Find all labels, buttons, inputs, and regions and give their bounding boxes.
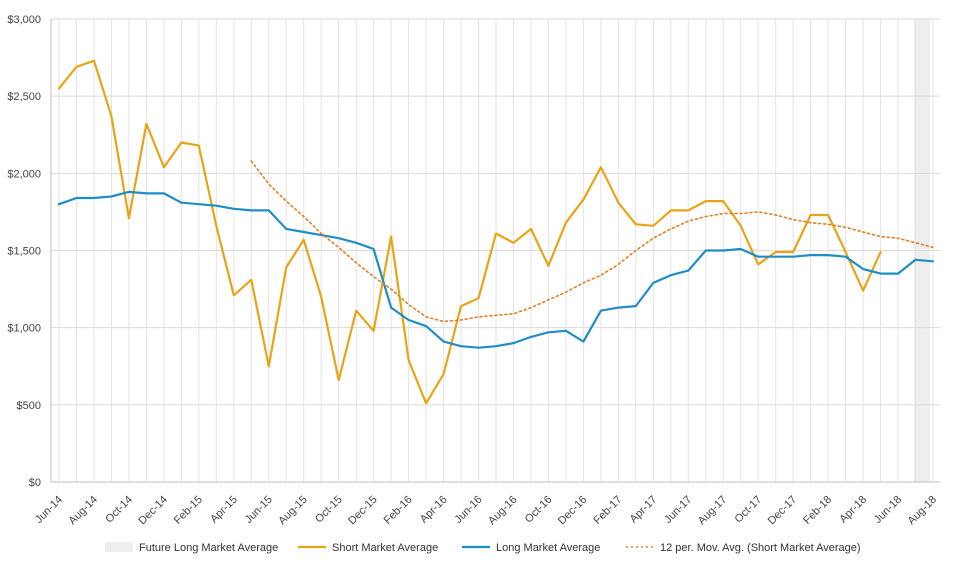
legend-label: 12 per. Mov. Avg. (Short Market Average) bbox=[660, 542, 861, 554]
x-tick-label: Jun-16 bbox=[452, 494, 484, 526]
series-line bbox=[250, 160, 934, 323]
y-tick-label: $3,000 bbox=[7, 14, 41, 26]
legend-item: Short Market Average bbox=[298, 542, 438, 554]
series-line bbox=[57, 59, 882, 405]
x-tick-label: Feb-16 bbox=[382, 494, 415, 527]
x-tick-label: Oct-17 bbox=[732, 494, 764, 526]
x-tick-label: Apr-17 bbox=[628, 494, 660, 526]
legend-label: Long Market Average bbox=[496, 542, 600, 554]
x-tick-label: Oct-15 bbox=[313, 494, 345, 526]
x-tick-label: Aug-17 bbox=[696, 494, 730, 528]
x-tick-label: Aug-16 bbox=[486, 494, 520, 528]
y-tick-label: $500 bbox=[17, 400, 41, 412]
x-tick-label: Dec-16 bbox=[556, 494, 590, 528]
y-tick-label: $1,000 bbox=[7, 323, 41, 335]
x-tick-label: Dec-17 bbox=[766, 494, 800, 528]
series-1 bbox=[57, 190, 935, 349]
y-tick-label: $0 bbox=[29, 477, 41, 489]
x-tick-label: Jun-15 bbox=[243, 494, 275, 526]
y-tick-label: $2,500 bbox=[7, 91, 41, 103]
x-tick-label: Dec-14 bbox=[136, 494, 170, 528]
series-0 bbox=[57, 59, 882, 405]
x-tick-label: Jun-18 bbox=[872, 494, 904, 526]
series-2 bbox=[250, 160, 934, 323]
x-tick-label: Aug-14 bbox=[67, 494, 101, 528]
x-tick-label: Aug-15 bbox=[276, 494, 310, 528]
gridlines bbox=[51, 18, 940, 483]
x-tick-label: Feb-18 bbox=[801, 494, 834, 527]
legend-item: 12 per. Mov. Avg. (Short Market Average) bbox=[626, 542, 861, 554]
legend: Future Long Market Average Short Market A… bbox=[105, 542, 861, 554]
x-tick-label: Aug-18 bbox=[906, 494, 940, 528]
x-tick-label: Jun-17 bbox=[662, 494, 694, 526]
x-tick-label: Apr-15 bbox=[208, 494, 240, 526]
legend-label: Short Market Average bbox=[332, 542, 438, 554]
x-tick-label: Jun-14 bbox=[33, 494, 65, 526]
x-tick-label: Dec-15 bbox=[346, 494, 380, 528]
legend-swatch bbox=[105, 542, 133, 552]
x-tick-label: Feb-17 bbox=[591, 494, 624, 527]
x-tick-label: Oct-16 bbox=[523, 494, 555, 526]
legend-item: Long Market Average bbox=[462, 542, 600, 554]
axes: $0 $500 $1,000 $1,500 $2,000 $2,500 $3,000 Jun-… bbox=[7, 14, 940, 527]
series-line bbox=[57, 190, 935, 349]
legend-item: Future Long Market Average bbox=[105, 542, 278, 554]
x-tick-label: Apr-16 bbox=[418, 494, 450, 526]
legend-label: Future Long Market Average bbox=[139, 542, 278, 554]
y-tick-label: $2,000 bbox=[7, 168, 41, 180]
series-layer bbox=[57, 59, 935, 405]
x-tick-label: Oct-14 bbox=[103, 494, 135, 526]
x-tick-label: Apr-18 bbox=[837, 494, 869, 526]
y-tick-label: $1,500 bbox=[7, 246, 41, 258]
x-tick-label: Feb-15 bbox=[172, 494, 205, 527]
